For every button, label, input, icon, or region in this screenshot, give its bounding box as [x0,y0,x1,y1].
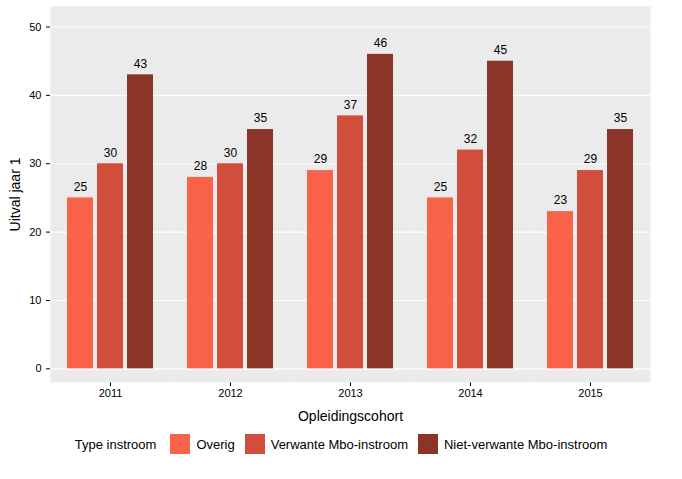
svg-text:35: 35 [614,111,628,125]
svg-text:32: 32 [464,132,478,146]
svg-text:43: 43 [134,57,148,71]
svg-text:Uitval jaar 1: Uitval jaar 1 [7,157,23,231]
svg-text:29: 29 [314,152,328,166]
html-text:Overig: Overig [196,436,235,452]
svg-text:35: 35 [254,111,268,125]
svg-text:20: 20 [29,226,41,238]
svg-text:Opleidingscohort: Opleidingscohort [298,408,403,424]
svg-text:45: 45 [494,43,508,57]
svg-text:2011: 2011 [99,387,123,399]
svg-text:0: 0 [35,362,41,374]
svg-text:28: 28 [194,159,208,173]
svg-text:50: 50 [29,21,41,33]
svg-text:30: 30 [224,146,238,160]
svg-text:2013: 2013 [338,387,362,399]
html-text:Verwante Mbo-instroom: Verwante Mbo-instroom [270,436,408,452]
svg-text:40: 40 [29,89,41,101]
svg-text:10: 10 [29,294,41,306]
svg-text:23: 23 [554,193,568,207]
html-text:Type instroom: Type instroom [74,436,157,452]
svg-text:2014: 2014 [458,387,482,399]
svg-text:25: 25 [74,180,88,194]
html-text:Niet-verwante Mbo-instroom: Niet-verwante Mbo-instroom [444,436,608,452]
svg-text:37: 37 [344,98,358,112]
svg-text:30: 30 [29,157,41,169]
svg-text:46: 46 [374,36,388,50]
svg-text:2012: 2012 [218,387,242,399]
svg-text:2015: 2015 [578,387,602,399]
svg-text:30: 30 [104,146,118,160]
svg-text:25: 25 [434,180,448,194]
svg-text:29: 29 [584,152,598,166]
